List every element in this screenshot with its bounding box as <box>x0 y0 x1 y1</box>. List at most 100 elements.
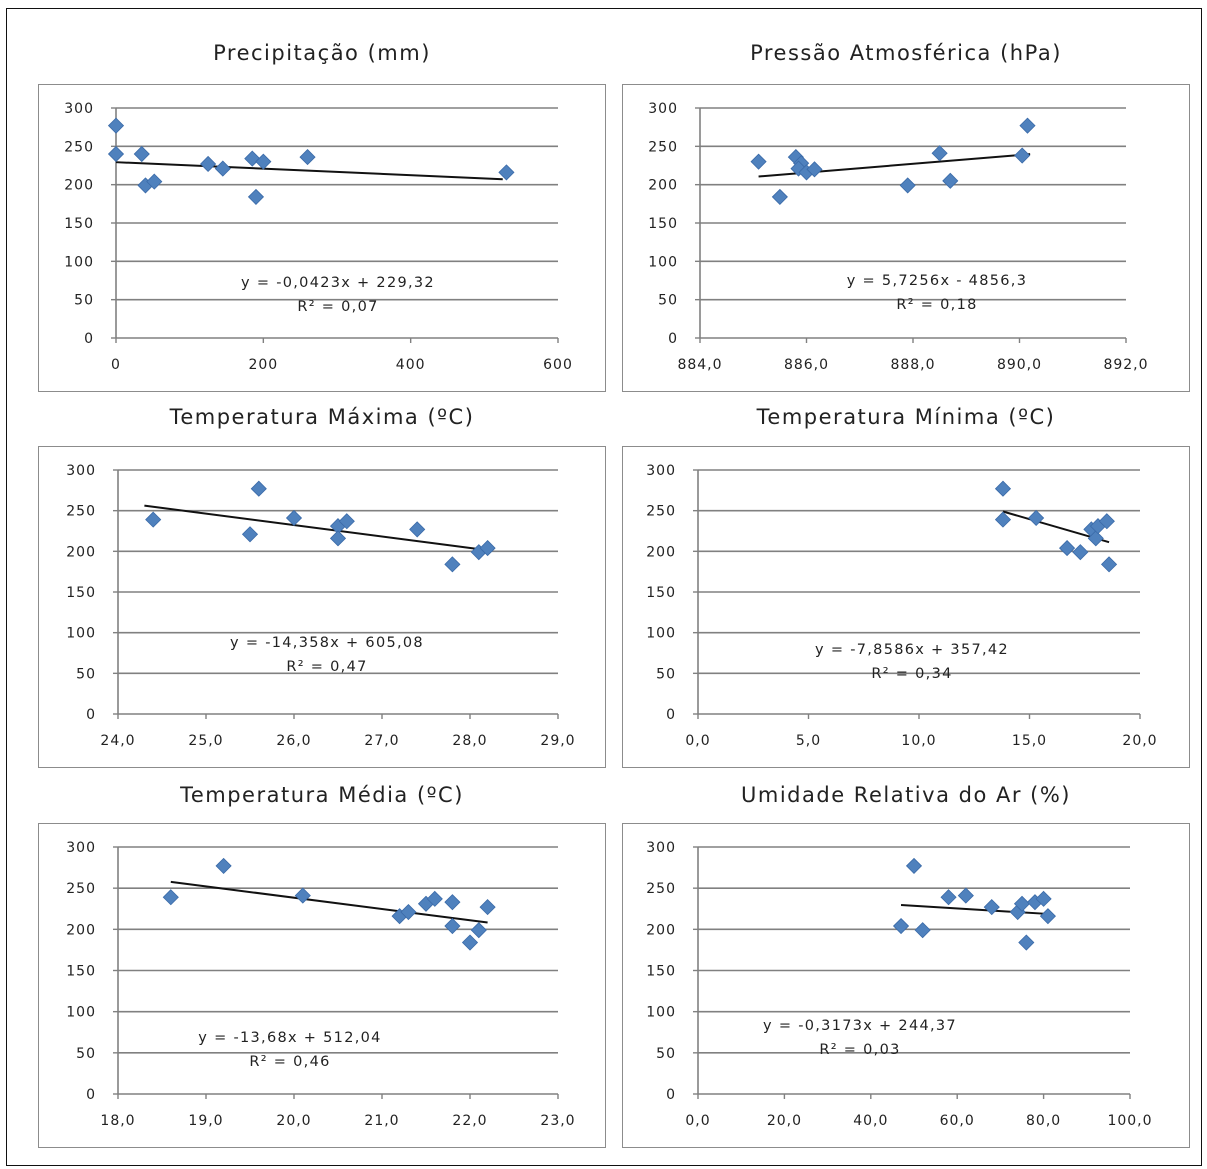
x-tick-label: 400 <box>396 357 426 373</box>
data-point <box>957 887 974 904</box>
x-tick-label: 80,0 <box>1026 1113 1061 1129</box>
x-tick-label: 100,0 <box>1107 1113 1152 1129</box>
y-tick-label: 300 <box>646 463 676 479</box>
data-point <box>470 922 487 939</box>
data-point <box>250 480 267 497</box>
panel-temp-media: Temperatura Média (ºC) 300 250 200 150 100 50… <box>38 778 606 1148</box>
x-tick-label: 23,0 <box>540 1113 575 1129</box>
data-point <box>1100 556 1118 573</box>
x-tick-label: 888,0 <box>890 357 935 373</box>
y-tick-label: 0 <box>86 1087 96 1103</box>
data-point <box>1019 117 1036 134</box>
data-point <box>498 164 515 181</box>
data-point <box>107 145 125 163</box>
y-tick-label: 300 <box>66 463 96 479</box>
x-tick-label: 18,0 <box>100 1113 135 1129</box>
x-tick-label: 28,0 <box>452 733 487 749</box>
y-tick-label: 150 <box>646 964 676 980</box>
x-tick-label: 40,0 <box>853 1113 888 1129</box>
y-tick-label: 150 <box>646 585 676 601</box>
data-point <box>806 161 823 178</box>
data-point <box>1039 908 1056 925</box>
data-point <box>162 889 179 906</box>
x-tick-label: 20,0 <box>767 1113 802 1129</box>
trend-equation: y = -14,358x + 605,08 <box>230 635 424 651</box>
r-squared-label: R² = 0,03 <box>819 1042 900 1058</box>
panel-title: Precipitação (mm) <box>213 41 431 65</box>
y-tick-label: 300 <box>66 840 96 856</box>
data-point <box>426 890 443 907</box>
y-tick-label: 100 <box>66 1005 96 1021</box>
data-point <box>994 480 1012 497</box>
y-tick-label: 50 <box>656 666 676 682</box>
trend-equation: y = -0,0423x + 229,32 <box>241 275 435 291</box>
data-point <box>479 540 496 557</box>
y-tick-label: 250 <box>64 139 94 155</box>
x-tick-label: 600 <box>543 357 573 373</box>
y-tick-label: 200 <box>646 922 676 938</box>
chart-precipitacao: 300 250 200 150 100 50 0 0 200 400 600 y = -0,0423x… <box>64 101 573 373</box>
x-tick-label: 0,0 <box>685 1113 710 1129</box>
x-tick-label: 892,0 <box>1103 357 1148 373</box>
data-point <box>214 160 231 177</box>
x-tick-label: 0 <box>111 357 121 373</box>
data-point <box>461 934 479 951</box>
data-point <box>146 173 163 190</box>
data-point <box>771 188 788 205</box>
data-point <box>914 922 931 939</box>
data-point <box>215 857 232 875</box>
data-point <box>329 530 347 547</box>
trendline <box>144 504 488 552</box>
y-tick-label: 250 <box>646 881 676 897</box>
data-point <box>255 153 272 170</box>
chart-temp-maxima: 300 250 200 150 100 50 024,0 25,0 26,0 27,0 28,0 29… <box>66 463 574 749</box>
y-tick-label: 300 <box>648 101 678 117</box>
data-point <box>299 149 316 166</box>
y-tick-label: 50 <box>76 666 96 682</box>
data-point <box>983 899 1000 916</box>
y-tick-label: 250 <box>646 504 676 520</box>
y-tick-label: 200 <box>66 544 96 560</box>
data-point <box>1087 530 1104 547</box>
x-tick-label: 25,0 <box>188 733 223 749</box>
data-point <box>107 117 125 134</box>
plot-box <box>38 84 606 392</box>
data-point <box>409 521 426 538</box>
data-point <box>241 526 259 543</box>
data-point <box>940 889 957 906</box>
data-point <box>931 145 948 162</box>
panel-pressao: Pressão Atmosférica (hPa) 300 250 200 150 10… <box>622 36 1190 392</box>
y-tick-label: 300 <box>64 101 94 117</box>
data-point <box>444 556 461 573</box>
panel-title: Temperatura Média (ºC) <box>180 783 464 807</box>
y-tick-label: 200 <box>66 922 96 938</box>
trendline <box>170 880 488 924</box>
x-tick-label: 890,0 <box>997 357 1042 373</box>
data-point <box>750 153 767 170</box>
data-point <box>200 155 217 173</box>
y-tick-label: 100 <box>648 254 678 270</box>
y-tick-label: 200 <box>648 178 678 194</box>
data-point <box>994 511 1012 528</box>
panel-temp-maxima: Temperatura Máxima (ºC) 300 250 200 150 100 5… <box>38 400 606 768</box>
x-tick-label: 19,0 <box>188 1113 223 1129</box>
x-tick-label: 26,0 <box>276 733 311 749</box>
data-point <box>338 513 355 530</box>
x-tick-label: 200 <box>248 357 278 373</box>
r-squared-label: R² = 0,18 <box>896 297 977 313</box>
data-point <box>444 917 461 935</box>
y-tick-label: 200 <box>64 178 94 194</box>
y-tick-label: 100 <box>646 1005 676 1021</box>
data-point <box>892 917 910 935</box>
x-tick-label: 15,0 <box>1012 733 1047 749</box>
chart-pressao: 300 250 200 150 100 50 0 884,0 886,0 888,0 890,0 89… <box>648 101 1148 373</box>
y-tick-label: 100 <box>646 626 676 642</box>
data-point <box>244 150 261 167</box>
data-point <box>1028 509 1045 527</box>
y-tick-label: 0 <box>666 1087 676 1103</box>
trend-equation: y = -13,68x + 512,04 <box>198 1030 381 1046</box>
chart-umidade: 300 250 200 150 100 50 0 0,0 20,0 40,0 60,0 80,0 100… <box>646 840 1152 1129</box>
chart-temp-minima: 300 250 200 150 100 50 0 0,0 5,0 10,0 15,0 20,0 y = … <box>646 463 1156 749</box>
y-tick-label: 150 <box>64 216 94 232</box>
data-point <box>1035 890 1052 907</box>
